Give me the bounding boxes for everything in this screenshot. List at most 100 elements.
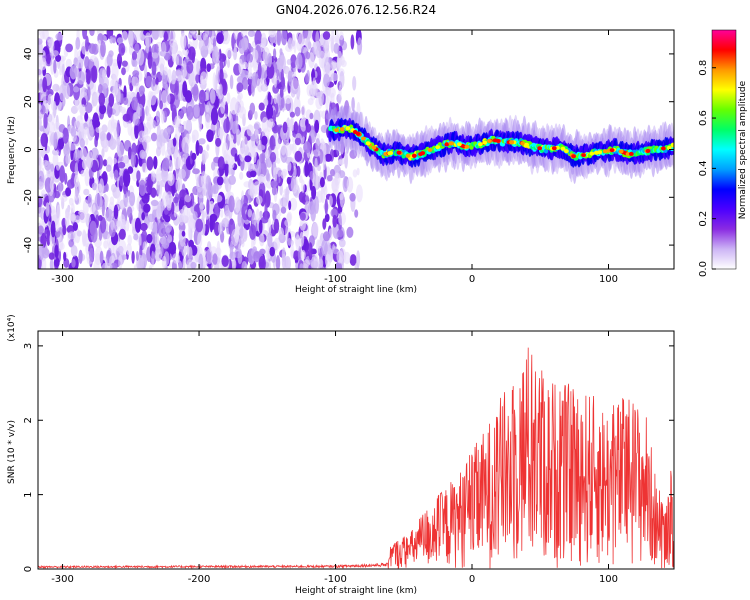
snr-y-axis-label: SNR (10 * v/v) bbox=[7, 420, 17, 484]
spectrogram-cell bbox=[337, 96, 342, 105]
spectrogram-cell bbox=[290, 176, 298, 194]
spectrogram-cell bbox=[59, 84, 66, 102]
spectrogram-cell bbox=[260, 32, 267, 48]
spectrogram-y-axis-label: Frequency (Hz) bbox=[7, 116, 17, 184]
spectrogram-cell bbox=[165, 191, 173, 209]
spectrogram-cell bbox=[258, 102, 265, 111]
spectrogram-cell bbox=[248, 247, 255, 265]
spectrogram-cell bbox=[524, 142, 529, 147]
spectrogram-cell bbox=[221, 217, 229, 228]
spectrogram-cell bbox=[163, 31, 168, 42]
spectrogram-cell bbox=[301, 105, 306, 118]
spectrogram-cell bbox=[76, 59, 84, 69]
spectrogram-cell bbox=[289, 197, 298, 211]
spectrogram-cell bbox=[146, 156, 154, 171]
spectrogram-cell bbox=[38, 195, 43, 207]
spectrogram-cell bbox=[54, 244, 59, 258]
spectrogram-cell bbox=[299, 263, 304, 269]
spectrogram-cell bbox=[53, 59, 57, 74]
spectrogram-cell bbox=[238, 39, 246, 55]
spectrogram-cell bbox=[108, 50, 114, 58]
snr-x-tick-label: -200 bbox=[188, 574, 211, 585]
chart-title: GN04.2026.076.12.56.R24 bbox=[276, 3, 436, 17]
spectrogram-cell bbox=[151, 250, 155, 268]
spectrogram-cell bbox=[121, 30, 128, 42]
spectrogram-cell bbox=[62, 127, 69, 144]
snr-panel: -300 -200 -100 0 100 0 1 2 3 Height of straight … bbox=[7, 314, 675, 596]
spectrogram-cell bbox=[315, 138, 321, 152]
spectrogram-cell bbox=[247, 61, 252, 80]
spectrogram-cell bbox=[212, 72, 217, 90]
spectrogram-cell bbox=[161, 41, 167, 57]
spectrogram-cell bbox=[138, 233, 142, 248]
spectrogram-cell bbox=[228, 175, 237, 186]
spectrogram-y-tick-label: -20 bbox=[23, 189, 34, 205]
spectrogram-cell bbox=[281, 30, 288, 46]
spectrogram-cell bbox=[253, 49, 259, 62]
spectrogram-cell bbox=[314, 157, 318, 175]
spectrogram-cell bbox=[221, 80, 228, 96]
spectrogram-cell bbox=[99, 178, 105, 196]
spectrogram-cell bbox=[79, 122, 84, 133]
spectrogram-cell bbox=[162, 81, 167, 89]
spectrogram-cell bbox=[139, 149, 146, 159]
spectrogram-cell bbox=[89, 220, 97, 236]
snr-frame bbox=[37, 330, 675, 570]
spectrogram-cell bbox=[84, 102, 93, 114]
spectrogram-cell bbox=[198, 39, 205, 52]
spectrogram-cell bbox=[246, 53, 254, 63]
spectrogram-cell bbox=[198, 89, 206, 104]
spectrogram-cell bbox=[85, 35, 89, 52]
spectrogram-x-tick-label: -200 bbox=[188, 274, 211, 285]
spectrogram-cell bbox=[172, 253, 181, 264]
spectrogram-cell bbox=[276, 157, 281, 164]
spectrogram-cell bbox=[230, 97, 238, 115]
spectrogram-cell bbox=[581, 153, 586, 158]
spectrogram-cell bbox=[167, 68, 172, 84]
spectrogram-cell bbox=[279, 54, 287, 73]
spectrogram-cell bbox=[218, 222, 223, 235]
spectrogram-cell bbox=[290, 242, 294, 259]
spectrogram-cell bbox=[206, 144, 210, 152]
spectrogram-cell bbox=[113, 204, 119, 220]
spectrogram-cell bbox=[113, 122, 117, 130]
spectrogram-cell bbox=[227, 134, 234, 142]
spectrogram-cell bbox=[195, 73, 200, 84]
spectrogram-cell bbox=[120, 218, 126, 227]
spectrogram-cell bbox=[509, 140, 514, 145]
spectrogram-cell bbox=[312, 222, 319, 238]
spectrogram-cell bbox=[151, 52, 159, 59]
spectrogram-cell bbox=[112, 77, 119, 96]
spectrogram-cell bbox=[220, 209, 224, 218]
spectrogram-cell bbox=[169, 30, 176, 42]
spectrogram-cell bbox=[184, 90, 193, 103]
spectrogram-cell bbox=[38, 181, 44, 190]
colorbar-tick-label: 0.4 bbox=[698, 160, 709, 176]
spectrogram-cell bbox=[180, 32, 187, 50]
colorbar-gradient bbox=[711, 29, 737, 270]
spectrogram-cell bbox=[324, 50, 329, 66]
spectrogram-cell bbox=[299, 231, 305, 247]
spectrogram-cell bbox=[151, 44, 159, 55]
spectrogram-cell bbox=[70, 126, 77, 137]
spectrogram-cell bbox=[269, 246, 276, 257]
spectrogram-cell bbox=[109, 171, 114, 178]
spectrogram-cell bbox=[46, 53, 51, 65]
spectrogram-cell bbox=[618, 149, 624, 154]
spectrogram-cell bbox=[55, 131, 64, 139]
spectrogram-cell bbox=[87, 193, 93, 208]
spectrogram-cell bbox=[318, 258, 324, 268]
spectrogram-cell bbox=[208, 30, 213, 38]
spectrogram-cell bbox=[68, 212, 77, 221]
spectrogram-cell bbox=[324, 198, 328, 216]
spectrogram-cell bbox=[261, 135, 268, 146]
snr-series-line bbox=[38, 347, 674, 569]
spectrogram-cell bbox=[356, 167, 360, 176]
snr-plot-area bbox=[38, 331, 674, 569]
spectrogram-cell bbox=[82, 230, 87, 246]
spectrogram-cell bbox=[50, 220, 56, 238]
spectrogram-cell bbox=[311, 185, 317, 200]
spectrogram-cell bbox=[151, 61, 157, 76]
spectrogram-cell bbox=[112, 157, 117, 165]
spectrogram-cell bbox=[216, 176, 224, 186]
